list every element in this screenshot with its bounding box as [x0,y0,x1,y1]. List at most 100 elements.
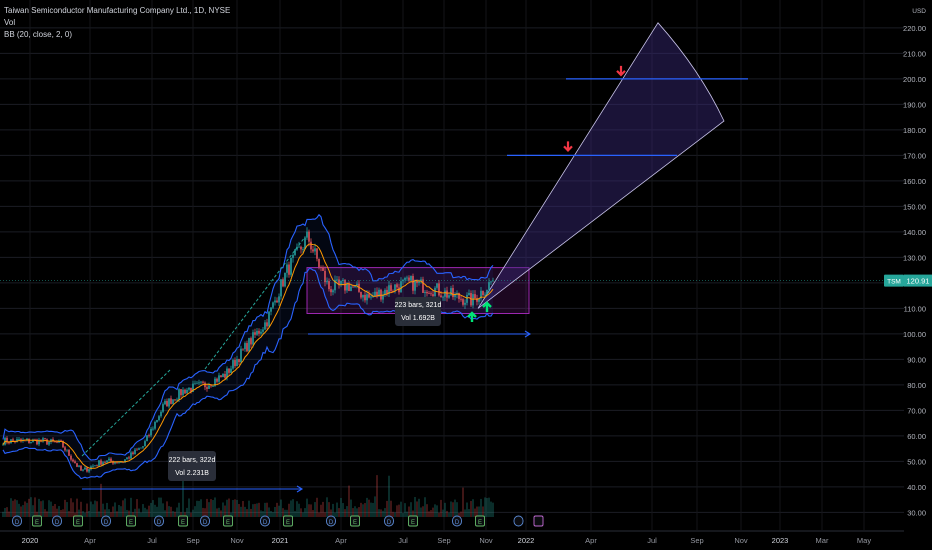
candle-body [356,283,358,286]
candle-body [192,383,194,392]
candle-body [430,293,432,295]
event-marker-label: D [203,520,208,526]
earnings-event-icon [283,515,293,527]
candle-body [458,292,460,299]
volume-bar [100,483,102,517]
time-tick-label: Nov [734,536,748,545]
candle-body [368,294,370,298]
candle-body [146,435,148,442]
candle-body [464,302,466,305]
candle-body [68,449,70,456]
volume-bar [40,501,42,517]
volume-bar [104,509,106,517]
candle-body [336,279,338,281]
candle-body [372,296,374,298]
event-marker-label: E [226,520,230,526]
time-tick-label: Nov [230,536,244,545]
volume-bar [52,505,54,517]
volume-bar [136,499,138,517]
volume-bar [12,500,14,517]
volume-bar [92,504,94,517]
time-tick-label: Jul [647,536,657,545]
arrow-head-icon [296,485,304,493]
price-axis-background [904,0,932,531]
legend-vol: Vol [4,18,16,27]
candle-body [34,439,36,441]
candle-body [168,398,170,407]
volume-bar [140,512,142,517]
volume-bar [266,502,268,517]
time-axis[interactable]: 2020 Apr Jul Sep Nov 2021 Apr Jul Sep Nov 2022 Apr J… [0,530,904,550]
candle-body [310,241,312,250]
candle-body [282,279,284,287]
event-marker-label: D [263,520,268,526]
volume-bar [122,500,124,517]
volume-bar [204,508,206,517]
candle-body [214,378,216,387]
candle-body [2,444,4,446]
volume-bar [476,506,478,517]
volume-bar [384,508,386,517]
volume-bar [490,501,492,517]
volume-bar [82,511,84,517]
volume-bar [252,504,254,517]
earnings-event-icon [475,515,485,527]
volume-bar [182,475,184,517]
candle-body [262,329,264,332]
volume-bar [66,502,68,517]
volume-bar [374,496,376,517]
candle-body [18,439,20,440]
volume-bar [342,503,344,517]
candle-body [448,295,450,298]
volume-bar [482,506,484,517]
event-marker-label: E [35,520,39,526]
volume-bar [348,485,350,517]
price-tick-label: 90.00 [907,355,926,364]
candle-body [444,290,446,297]
volume-bar [130,497,132,517]
candle-body [348,283,350,291]
volume-bar [74,512,76,517]
volume-bar [212,499,214,517]
candle-body [36,439,38,445]
candle-body [164,400,166,405]
candle-body [476,298,478,302]
candle-body [390,285,392,291]
volume-bar [248,500,250,517]
volume-bar [148,505,150,517]
volume-bar [114,502,116,517]
volume-bar [354,506,356,517]
candle-body [396,284,398,288]
volume-bar [8,511,10,517]
volume-bar [168,506,170,517]
event-marker-label: D [157,520,162,526]
candle-body [330,289,332,293]
volume-bar [454,499,456,517]
price-tick-label: 150.00 [903,202,926,211]
volume-bar [412,510,414,517]
volume-bar [128,510,130,517]
volume-bar [368,499,370,517]
volume-bar [306,498,308,517]
buy-arrow-icon [482,301,492,312]
candle-body [84,467,86,470]
dividend-event-icon [12,515,22,527]
candle-body [244,343,246,350]
price-axis[interactable]: 220.00 210.00 200.00 190.00 180.00 170.00 160.… [884,0,932,531]
time-tick-label: 2022 [518,536,535,545]
candle-body [440,295,442,298]
drawings: 222 bars, 322d Vol 2.231B 223 bars, 321d Vo… [0,65,904,493]
candle-body [20,439,22,441]
time-tick-label: Sep [690,536,703,545]
volume-bar [424,497,426,517]
candle-body [190,387,192,392]
candle-body [326,281,328,283]
candle-body [392,290,394,292]
candle-body [400,281,402,293]
candle-body [406,277,408,279]
candle-body [64,447,66,451]
candle-body [82,469,84,471]
volume-bar [470,500,472,517]
